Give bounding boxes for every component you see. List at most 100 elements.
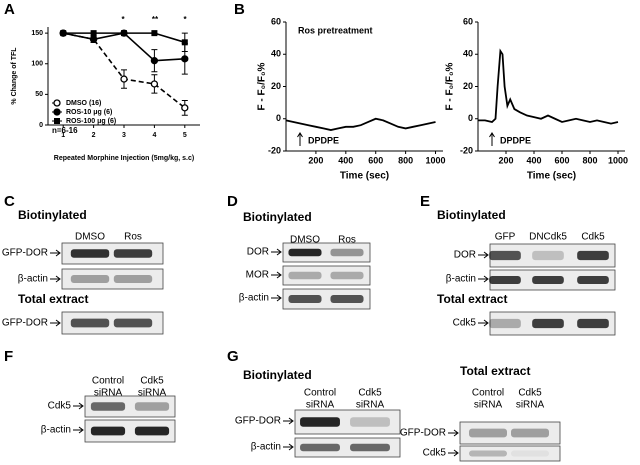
- blot-frame: [61, 268, 164, 290]
- marker: [120, 75, 128, 83]
- blot-frame: [294, 437, 401, 458]
- lane-label: Ros: [338, 235, 356, 246]
- blot-band: [532, 318, 564, 329]
- legend-marker: [53, 108, 61, 116]
- blot-band: [532, 276, 564, 284]
- marker: [181, 104, 189, 112]
- lane-label: DNCdk5: [529, 232, 567, 243]
- row-label: DOR: [454, 250, 476, 261]
- x-axis-label: Time (sec): [527, 171, 576, 182]
- x-tick-label: 800: [582, 155, 597, 165]
- row-arrow: [478, 251, 489, 259]
- blot-frame: [282, 242, 371, 263]
- panel-letter: F: [4, 348, 13, 365]
- blot-frame: [61, 242, 164, 265]
- lane-label: Control: [472, 388, 504, 399]
- blot-band: [330, 295, 364, 303]
- annotation: **: [152, 15, 159, 24]
- x-tick-label: 600: [368, 155, 383, 165]
- blot-title: Total extract: [460, 364, 530, 378]
- x-axis-label: Repeated Morphine Injection (5mg/kg, s.c…: [54, 155, 194, 162]
- y-tick-label: 60: [271, 16, 281, 26]
- legend-label: ROS-10 μg (6): [66, 109, 112, 116]
- marker: [60, 30, 67, 37]
- row-arrow: [283, 443, 294, 451]
- blot-band: [577, 250, 609, 261]
- blot-band: [70, 275, 110, 283]
- series-line: [285, 117, 436, 131]
- lane-label: siRNA: [306, 400, 335, 411]
- x-tick-label: 4: [152, 132, 156, 139]
- panel-letter: B: [234, 1, 245, 18]
- x-tick-label: 400: [526, 155, 541, 165]
- blot-band: [532, 250, 564, 261]
- row-label: Cdk5: [48, 401, 72, 412]
- marker: [150, 57, 159, 65]
- row-arrow: [478, 275, 489, 283]
- legend-marker: [54, 118, 60, 124]
- blot-band: [511, 450, 549, 457]
- panel-letter: A: [4, 1, 15, 18]
- lane-label: siRNA: [138, 388, 167, 399]
- y-tick-label: 40: [463, 49, 473, 59]
- annotation: *: [154, 57, 158, 66]
- blot-frame: [84, 395, 176, 418]
- row-label: GFP-DOR: [2, 248, 48, 259]
- blot-band: [113, 249, 153, 258]
- x-tick-label: 1: [61, 132, 65, 139]
- x-tick-label: 800: [398, 155, 413, 165]
- blot-frame: [459, 421, 561, 445]
- blot-band: [489, 250, 521, 261]
- blot-band: [350, 417, 390, 427]
- lane-label: siRNA: [94, 388, 123, 399]
- legend-marker: [53, 99, 61, 107]
- x-tick-label: 200: [308, 155, 323, 165]
- lane-label: DMSO: [75, 232, 105, 243]
- y-tick-label: -20: [460, 145, 473, 155]
- y-tick-label: -20: [268, 145, 281, 155]
- blot-band: [134, 426, 170, 436]
- blot-band: [90, 402, 126, 411]
- row-label: β-actin: [251, 442, 281, 453]
- blot-band: [288, 248, 322, 257]
- lane-label: Cdk5: [581, 232, 605, 243]
- lane-label: DMSO: [290, 235, 320, 246]
- blot-band: [489, 318, 521, 329]
- lane-label: Control: [304, 388, 336, 399]
- blot-band: [577, 318, 609, 329]
- blot-band: [330, 248, 364, 257]
- marker: [151, 30, 158, 37]
- blot-title: Biotinylated: [243, 368, 312, 382]
- annotation: n=6-16: [52, 126, 78, 135]
- blot-band: [469, 450, 507, 457]
- row-arrow: [50, 275, 61, 283]
- blot-band: [113, 318, 153, 328]
- x-tick-label: 200: [498, 155, 513, 165]
- blot-band: [113, 275, 153, 283]
- row-arrow: [283, 417, 294, 425]
- x-tick-label: 400: [338, 155, 353, 165]
- row-label: Cdk5: [453, 318, 477, 329]
- y-tick-label: 0: [468, 113, 473, 123]
- y-tick-label: 40: [271, 49, 281, 59]
- row-arrow: [478, 319, 489, 327]
- annotation: DPDPE: [500, 135, 531, 145]
- row-arrow: [271, 294, 282, 302]
- row-arrow: [271, 248, 282, 256]
- annotation: DPDPE: [308, 135, 339, 145]
- marker: [89, 35, 98, 43]
- blot-band: [489, 276, 521, 284]
- y-tick-label: 0: [39, 122, 43, 129]
- marker: [150, 80, 159, 88]
- row-label: GFP-DOR: [400, 428, 446, 439]
- lane-label: Cdk5: [140, 376, 164, 387]
- marker: [90, 30, 97, 37]
- blot-frame: [282, 265, 371, 286]
- blot-band: [134, 402, 170, 411]
- lane-label: siRNA: [516, 400, 545, 411]
- blot-frame: [84, 419, 176, 443]
- y-tick-label: 20: [463, 81, 473, 91]
- panel-letter: G: [227, 348, 239, 365]
- y-axis-label: % Change of TFL: [11, 47, 18, 105]
- lane-label: Ros: [124, 232, 142, 243]
